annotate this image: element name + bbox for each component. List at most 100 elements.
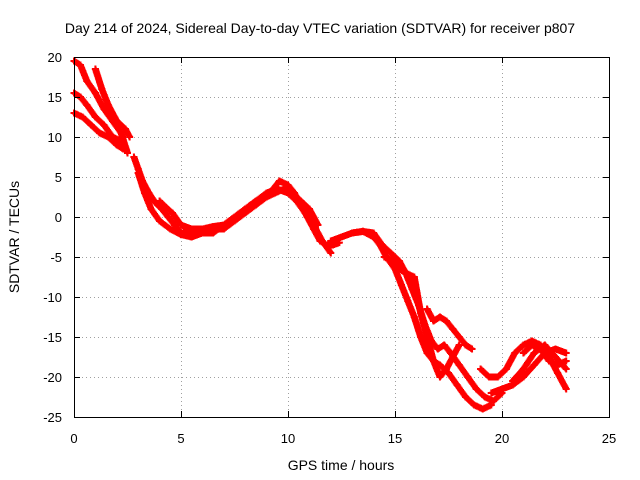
data-point bbox=[284, 181, 292, 189]
data-point bbox=[442, 317, 450, 325]
data-point bbox=[554, 361, 562, 369]
plot-frame bbox=[74, 57, 610, 418]
data-point bbox=[104, 101, 112, 109]
data-point bbox=[288, 189, 296, 197]
data-point bbox=[489, 397, 497, 405]
series-track-10 bbox=[380, 253, 463, 381]
data-point bbox=[188, 225, 196, 233]
data-point bbox=[378, 241, 386, 249]
data-point bbox=[494, 373, 502, 381]
y-tick-label: -15 bbox=[43, 330, 62, 345]
data-point bbox=[472, 385, 480, 393]
data-point bbox=[423, 305, 431, 313]
data-point bbox=[134, 169, 142, 177]
data-point bbox=[119, 145, 127, 153]
y-tick-label: -5 bbox=[50, 250, 62, 265]
x-tick-label: 20 bbox=[495, 431, 509, 446]
data-point bbox=[198, 225, 206, 233]
data-point bbox=[440, 341, 448, 349]
data-point bbox=[552, 353, 559, 361]
x-tick-label: 0 bbox=[70, 431, 77, 446]
x-tick-label: 15 bbox=[388, 431, 402, 446]
data-point bbox=[327, 237, 335, 245]
data-point bbox=[479, 405, 487, 413]
data-point bbox=[554, 369, 562, 377]
data-point bbox=[468, 345, 476, 353]
data-point bbox=[519, 365, 527, 373]
data-point bbox=[395, 257, 403, 265]
data-point bbox=[76, 61, 84, 69]
data-point bbox=[166, 225, 174, 233]
y-tick-label: 10 bbox=[48, 130, 62, 145]
data-point bbox=[241, 205, 249, 213]
y-tick-label: 20 bbox=[48, 50, 62, 65]
grid-lines bbox=[74, 57, 609, 417]
data-point bbox=[98, 85, 106, 93]
x-tick-label: 25 bbox=[602, 431, 616, 446]
data-point bbox=[188, 233, 196, 241]
data-point bbox=[156, 217, 164, 225]
data-point bbox=[562, 357, 570, 365]
series-track-11 bbox=[423, 305, 476, 353]
data-point bbox=[141, 189, 149, 197]
data-point bbox=[252, 197, 260, 205]
data-point bbox=[423, 333, 431, 341]
data-point bbox=[519, 373, 527, 381]
data-point bbox=[387, 249, 395, 257]
data-point bbox=[209, 229, 217, 237]
data-point bbox=[83, 101, 91, 109]
data-point bbox=[455, 361, 463, 369]
data-point bbox=[502, 365, 510, 373]
data-point bbox=[430, 317, 438, 325]
data-point bbox=[117, 129, 125, 137]
x-axis-title: GPS time / hours bbox=[288, 457, 395, 473]
y-tick-label: -10 bbox=[43, 290, 62, 305]
data-point bbox=[348, 229, 356, 237]
y-axis-title: SDTVAR / TECUs bbox=[6, 181, 22, 293]
data-point bbox=[417, 333, 425, 341]
data-point bbox=[519, 349, 527, 357]
data-point bbox=[455, 341, 463, 349]
data-point bbox=[519, 341, 527, 349]
data-point bbox=[417, 309, 425, 317]
series-track-4 bbox=[91, 65, 134, 141]
data-point bbox=[436, 373, 444, 381]
y-tick-label: -20 bbox=[43, 370, 62, 385]
data-point bbox=[113, 117, 121, 125]
data-point bbox=[100, 105, 108, 113]
data-point bbox=[83, 77, 91, 85]
data-point bbox=[537, 345, 545, 353]
data-point bbox=[130, 153, 138, 161]
data-point bbox=[359, 227, 367, 235]
data-point bbox=[453, 381, 461, 389]
data-point bbox=[117, 137, 125, 145]
data-point bbox=[314, 221, 322, 229]
data-point bbox=[541, 341, 549, 349]
data-point bbox=[434, 345, 442, 353]
data-point bbox=[511, 349, 519, 357]
series-track-7 bbox=[156, 185, 322, 233]
data-point bbox=[156, 197, 164, 205]
data-point bbox=[462, 341, 470, 349]
data-point bbox=[442, 365, 450, 373]
data-point bbox=[462, 393, 470, 401]
data-point bbox=[338, 233, 345, 241]
data-point bbox=[395, 265, 403, 273]
data-point bbox=[449, 353, 457, 361]
data-point bbox=[552, 345, 559, 353]
data-point bbox=[436, 313, 444, 321]
data-point bbox=[318, 237, 326, 245]
data-point bbox=[96, 129, 104, 137]
data-point bbox=[430, 357, 438, 365]
data-point bbox=[530, 361, 538, 369]
data-point bbox=[91, 113, 99, 121]
data-point bbox=[397, 281, 405, 289]
data-point bbox=[305, 205, 313, 213]
data-point bbox=[280, 185, 288, 193]
chart-title: Day 214 of 2024, Sidereal Day-to-day VTE… bbox=[65, 20, 575, 36]
data-point bbox=[470, 401, 478, 409]
data-point bbox=[220, 221, 228, 229]
y-tick-label: 15 bbox=[48, 90, 62, 105]
data-point bbox=[104, 133, 112, 141]
